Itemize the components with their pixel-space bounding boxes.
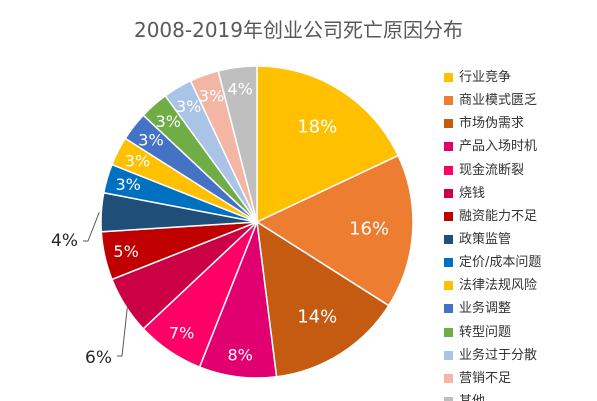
legend-label: 营销不足 <box>459 370 512 386</box>
legend-swatch <box>444 188 453 198</box>
data-label-转型问题: 3% <box>156 112 181 131</box>
legend-item-烧钱: 烧钱 <box>444 182 594 205</box>
legend-item-行业竞争: 行业竞争 <box>444 66 594 89</box>
legend-swatch <box>444 142 453 152</box>
legend-swatch <box>444 73 453 83</box>
data-label-现金流断裂: 7% <box>169 324 194 343</box>
legend-label: 商业模式匮乏 <box>459 93 538 109</box>
data-label-产品入场时机: 8% <box>228 346 253 365</box>
data-label-定价-成本问题: 3% <box>116 175 141 194</box>
legend-item-法律法规风险: 法律法规风险 <box>444 274 594 297</box>
data-label-政策监管: 4% <box>51 231 78 251</box>
legend-swatch <box>444 327 453 337</box>
legend-label: 行业竞争 <box>459 70 512 86</box>
legend-label: 其他 <box>459 395 485 401</box>
legend-label: 政策监管 <box>459 232 512 248</box>
legend-swatch <box>444 96 453 106</box>
pie-slice-商业模式匮乏 <box>255 154 414 307</box>
legend-swatch <box>444 235 453 245</box>
legend-item-产品入场时机: 产品入场时机 <box>444 135 594 158</box>
legend-label: 业务过于分散 <box>459 347 538 363</box>
pie-slice-市场伪需求 <box>256 220 390 378</box>
legend-item-其他: 其他 <box>444 390 594 401</box>
data-label-其他: 4% <box>228 79 253 98</box>
legend-swatch <box>444 373 453 383</box>
data-label-行业竞争: 18% <box>297 117 337 138</box>
legend-swatch <box>444 258 453 268</box>
data-label-营销不足: 3% <box>199 86 224 105</box>
legend-label: 产品入场时机 <box>459 139 538 155</box>
legend-item-政策监管: 政策监管 <box>444 228 594 251</box>
legend-item-市场伪需求: 市场伪需求 <box>444 112 594 135</box>
legend-label: 现金流断裂 <box>459 162 525 178</box>
legend-label: 业务调整 <box>459 301 512 317</box>
legend-label: 烧钱 <box>459 185 486 201</box>
legend-label: 转型问题 <box>459 324 512 340</box>
legend-label: 法律法规风险 <box>459 278 538 294</box>
legend-swatch <box>444 211 453 221</box>
legend-swatch <box>444 165 453 175</box>
data-label-融资能力不足: 5% <box>113 242 138 261</box>
legend-item-业务调整: 业务调整 <box>444 297 594 320</box>
legend-item-营销不足: 营销不足 <box>444 367 594 390</box>
legend-label: 融资能力不足 <box>459 208 538 224</box>
data-label-法律法规风险: 3% <box>125 152 150 171</box>
legend-swatch <box>444 119 453 129</box>
pie-slice-其他 <box>217 65 258 223</box>
legend: 行业竞争商业模式匮乏 市场伪需求产品入场时机 现金流断裂烧钱融资能力不足 政策监管定价… <box>444 66 594 401</box>
data-label-市场伪需求: 14% <box>297 306 337 327</box>
legend-item-定价-成本问题: 定价/成本问题 <box>444 251 594 274</box>
leader-line-政策监管 <box>83 212 100 242</box>
legend-item-现金流断裂: 现金流断裂 <box>444 159 594 182</box>
legend-item-业务过于分散: 业务过于分散 <box>444 344 594 367</box>
data-label-业务调整: 3% <box>138 130 163 149</box>
data-label-业务过于分散: 3% <box>176 97 201 116</box>
data-label-商业模式匮乏: 16% <box>349 219 389 240</box>
legend-swatch <box>444 281 453 291</box>
pie-slice-行业竞争 <box>256 65 400 224</box>
legend-item-转型问题: 转型问题 <box>444 321 594 344</box>
chart-title: 2008-2019年创业公司死亡原因分布 <box>133 18 463 42</box>
legend-label: 市场伪需求 <box>459 116 525 132</box>
leader-line-烧钱 <box>117 307 128 357</box>
legend-swatch <box>444 304 453 314</box>
data-label-烧钱: 6% <box>85 348 112 368</box>
legend-label: 定价/成本问题 <box>459 255 542 271</box>
legend-item-商业模式匮乏: 商业模式匮乏 <box>444 89 594 112</box>
legend-swatch <box>444 397 453 401</box>
legend-item-融资能力不足: 融资能力不足 <box>444 205 594 228</box>
legend-swatch <box>444 350 453 360</box>
